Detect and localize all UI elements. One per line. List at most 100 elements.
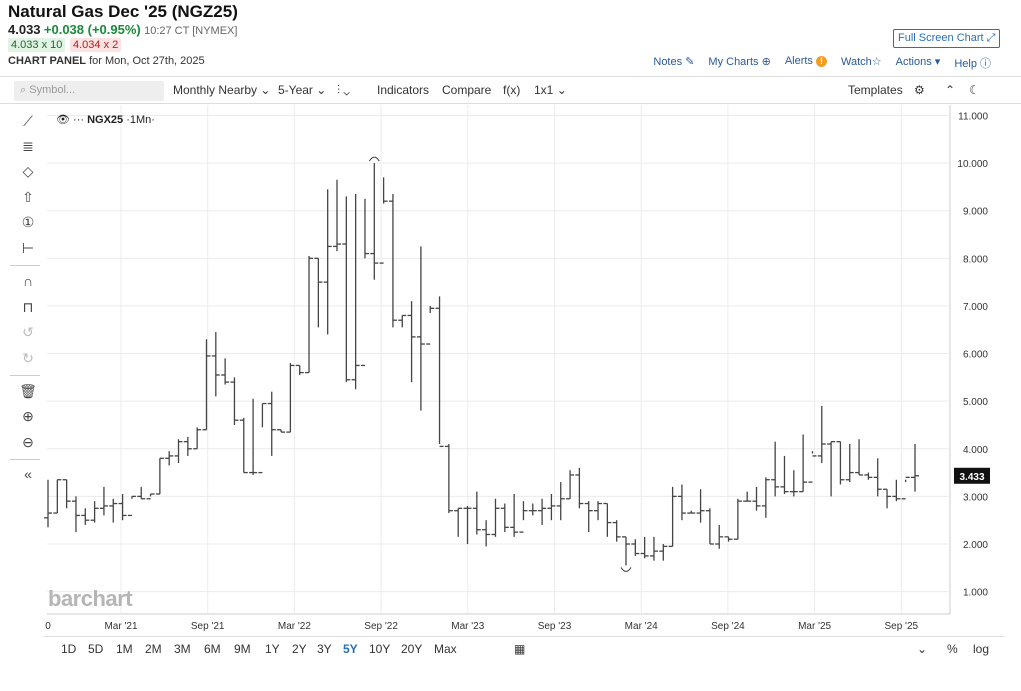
range-1y[interactable]: 1Y bbox=[265, 642, 280, 656]
ohlc-bar bbox=[631, 539, 640, 556]
chart-grid bbox=[47, 105, 951, 615]
ohlc-bar bbox=[761, 477, 770, 518]
x-tick-label: Mar '25 bbox=[798, 621, 831, 632]
help-link[interactable]: Help ⓘ bbox=[954, 55, 991, 71]
ohlc-bar bbox=[556, 482, 565, 521]
ohlc-bar bbox=[799, 434, 808, 493]
zoom-out-icon[interactable]: ⊖ bbox=[22, 434, 34, 450]
ohlc-bar bbox=[883, 488, 892, 509]
theme-moon-icon[interactable]: ☾ bbox=[969, 83, 980, 97]
range-3y[interactable]: 3Y bbox=[317, 642, 332, 656]
range-5d[interactable]: 5D bbox=[88, 642, 104, 656]
edit-icon: ✎ bbox=[685, 56, 695, 68]
indicators-button[interactable]: Indicators bbox=[377, 83, 430, 97]
ohlc-bar bbox=[305, 255, 314, 374]
percent-toggle[interactable]: % bbox=[947, 642, 958, 656]
ohlc-bar bbox=[687, 510, 696, 514]
ohlc-bar bbox=[314, 257, 323, 328]
ohlc-bar bbox=[873, 458, 882, 497]
range-2m[interactable]: 2M bbox=[145, 642, 162, 656]
magnet-icon[interactable]: ∩ bbox=[22, 273, 34, 289]
actions-link[interactable]: Actions ▾ bbox=[896, 55, 941, 71]
annotation-tool-icon[interactable]: ① bbox=[21, 214, 35, 230]
ohlc-bars bbox=[44, 156, 919, 572]
chart-panel-date: for Mon, Oct 27th, 2025 bbox=[89, 55, 205, 67]
line-tool-icon[interactable]: ⟋ bbox=[23, 113, 33, 129]
x-tick-label: Mar '21 bbox=[104, 621, 137, 632]
period-dropdown[interactable]: 5-Year ⌄ bbox=[278, 83, 326, 97]
range-9m[interactable]: 9M bbox=[234, 642, 251, 656]
top-links: Notes ✎ My Charts ⊕ Alerts ! Watch☆ Acti… bbox=[653, 55, 991, 71]
notes-label: Notes bbox=[653, 56, 683, 68]
drawing-tools: ⟋ ≣ ◇ ⇧ ① ⊢ ∩ ⊓ ↺ ↻ 🗑 ⊕ ⊖ « bbox=[0, 105, 44, 635]
ohlc-bar bbox=[789, 470, 798, 497]
eye-icon[interactable]: 👁 bbox=[56, 114, 70, 126]
ohlc-bar bbox=[333, 179, 341, 252]
y-tick-label: 3.000 bbox=[963, 492, 988, 503]
fx-button[interactable]: f(x) bbox=[503, 83, 521, 97]
range-max[interactable]: Max bbox=[434, 642, 457, 656]
trash-icon[interactable]: 🗑 bbox=[19, 383, 37, 399]
ohlc-bar bbox=[370, 163, 379, 280]
zoom-in-icon[interactable]: ⊕ bbox=[22, 408, 34, 424]
ohlc-bar bbox=[155, 457, 164, 495]
range-6m[interactable]: 6M bbox=[204, 642, 221, 656]
watch-label: Watch bbox=[841, 56, 872, 68]
calendar-icon[interactable]: ▦ bbox=[514, 642, 526, 656]
shape-tool-icon[interactable]: ◇ bbox=[22, 163, 34, 179]
full-screen-chart-button[interactable]: Full Screen Chart ⤢ bbox=[893, 29, 1001, 48]
range-5y[interactable]: 5Y bbox=[343, 642, 358, 656]
log-toggle[interactable]: log bbox=[973, 642, 990, 656]
range-20y[interactable]: 20Y bbox=[401, 642, 423, 656]
collapse-left-icon[interactable]: « bbox=[24, 466, 32, 482]
x-tick-label: Mar '22 bbox=[278, 621, 311, 632]
fibonacci-tool-icon[interactable]: ≣ bbox=[22, 138, 34, 154]
arrow-tool-icon[interactable]: ⇧ bbox=[22, 189, 34, 205]
ohlc-bar bbox=[435, 296, 444, 448]
bar-type-dropdown[interactable]: ⫶ ⌄ bbox=[337, 83, 350, 98]
templates-button[interactable]: Templates bbox=[848, 83, 903, 97]
alerts-link[interactable]: Alerts ! bbox=[785, 55, 827, 71]
range-1m[interactable]: 1M bbox=[116, 642, 133, 656]
my-charts-link[interactable]: My Charts ⊕ bbox=[708, 55, 770, 71]
ohlc-bar bbox=[398, 314, 407, 328]
expand-down-icon[interactable]: ⌄ bbox=[917, 642, 928, 656]
compare-button[interactable]: Compare bbox=[442, 83, 492, 97]
barchart-watermark: barchart bbox=[48, 586, 133, 611]
range-2y[interactable]: 2Y bbox=[292, 642, 307, 656]
actions-label: Actions bbox=[895, 56, 932, 68]
measure-tool-icon[interactable]: ⊢ bbox=[21, 240, 35, 256]
redo-icon[interactable]: ↻ bbox=[22, 350, 34, 366]
ohlc-bar bbox=[44, 479, 52, 528]
price-chart[interactable]: 1.000 2.000 3.000 4.000 5.000 6.000 7.000 8.000… bbox=[0, 0, 1021, 636]
symbol-search-input[interactable]: ⌕ Symbol... bbox=[14, 81, 164, 101]
ohlc-bar bbox=[463, 505, 472, 545]
ohlc-bar bbox=[566, 470, 575, 500]
notes-link[interactable]: Notes ✎ bbox=[653, 55, 694, 71]
collapse-up-icon[interactable]: ⌃ bbox=[945, 83, 956, 97]
chart-legend[interactable]: 👁 ··· NGX25 ·1Mn· bbox=[56, 113, 155, 126]
page-title: Natural Gas Dec '25 (NGZ25) bbox=[8, 2, 238, 21]
settings-gear-icon[interactable]: ⚙ bbox=[914, 83, 925, 97]
chart-panel-label: CHART PANEL bbox=[8, 55, 87, 67]
watch-link[interactable]: Watch☆ bbox=[841, 55, 882, 71]
undo-icon[interactable]: ↺ bbox=[22, 324, 34, 340]
ohlc-bar bbox=[81, 508, 90, 525]
low-marker bbox=[620, 567, 632, 572]
range-1d[interactable]: 1D bbox=[61, 642, 77, 656]
ohlc-bar bbox=[53, 479, 62, 514]
more-dots-icon[interactable]: ··· bbox=[73, 114, 85, 126]
ohlc-bar bbox=[575, 467, 584, 509]
ohlc-bar bbox=[696, 489, 705, 523]
unlock-icon[interactable]: ⊓ bbox=[22, 299, 34, 315]
monthly-nearby-dropdown[interactable]: Monthly Nearby ⌄ bbox=[173, 83, 270, 97]
period-label: 5-Year bbox=[278, 83, 313, 97]
ohlc-bar bbox=[836, 440, 845, 485]
y-axis-ticks: 1.000 2.000 3.000 4.000 5.000 6.000 7.000 8.000… bbox=[957, 111, 988, 598]
chevron-down-icon: ⌄ bbox=[316, 83, 327, 97]
range-10y[interactable]: 10Y bbox=[369, 642, 391, 656]
layout-dropdown[interactable]: 1x1 ⌄ bbox=[534, 83, 567, 97]
range-3m[interactable]: 3M bbox=[174, 642, 191, 656]
search-placeholder: Symbol... bbox=[29, 84, 76, 96]
ohlc-bar bbox=[388, 194, 397, 328]
